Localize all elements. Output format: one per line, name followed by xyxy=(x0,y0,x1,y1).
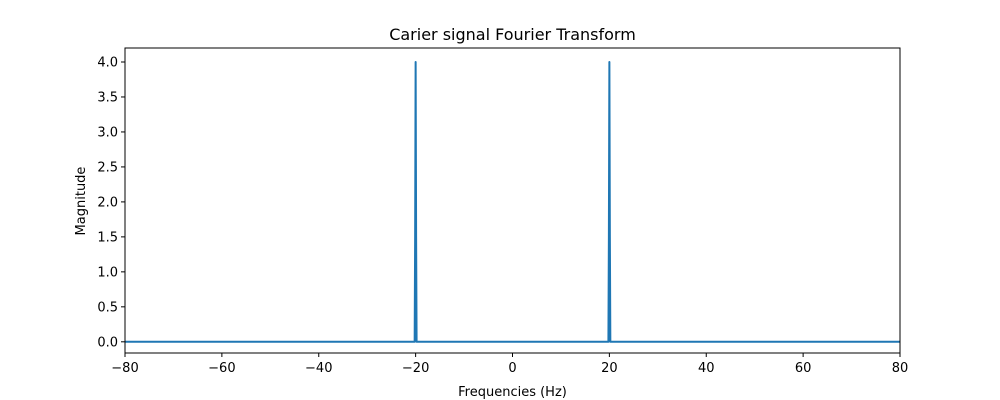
x-tick-label: −40 xyxy=(305,361,332,376)
plot-frame xyxy=(124,47,901,354)
y-tick-label: 1.5 xyxy=(97,230,118,245)
y-tick-label: 2.5 xyxy=(97,160,118,175)
x-tick-label: 60 xyxy=(795,361,812,376)
y-axis-ticks: 0.0 0.5 1.0 1.5 2.0 2.5 3.0 3.5 4.0 xyxy=(97,55,125,350)
y-tick-label: 3.5 xyxy=(97,90,118,105)
y-tick-label: 2.0 xyxy=(97,195,118,210)
x-axis-ticks: −80 −60 −40 −20 0 20 40 60 80 xyxy=(111,353,908,376)
x-tick-label: 40 xyxy=(698,361,715,376)
y-tick-label: 0.0 xyxy=(97,335,118,350)
y-tick-label: 0.5 xyxy=(97,300,118,315)
x-tick-label: 80 xyxy=(892,361,909,376)
x-axis-label: Frequencies (Hz) xyxy=(458,385,567,400)
series-line-0 xyxy=(125,60,900,343)
x-tick-label: 20 xyxy=(601,361,618,376)
y-axis-label: Magnitude xyxy=(74,167,89,236)
x-tick-label: −80 xyxy=(111,361,138,376)
x-tick-label: −20 xyxy=(402,361,429,376)
x-tick-label: 0 xyxy=(508,361,516,376)
chart-title: Carier signal Fourier Transform xyxy=(389,25,636,44)
y-tick-label: 1.0 xyxy=(97,265,118,280)
plot-area xyxy=(125,60,900,343)
y-tick-label: 4.0 xyxy=(97,55,118,70)
y-tick-label: 3.0 xyxy=(97,125,118,140)
x-tick-label: −60 xyxy=(208,361,235,376)
